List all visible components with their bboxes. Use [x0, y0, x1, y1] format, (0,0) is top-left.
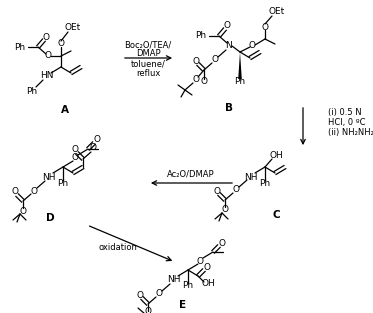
Text: O: O: [44, 52, 51, 60]
Text: O: O: [222, 206, 229, 214]
Text: NH: NH: [244, 172, 258, 182]
Text: Ph: Ph: [182, 281, 194, 290]
Text: HCl, 0 ºC: HCl, 0 ºC: [328, 117, 366, 126]
Text: O: O: [223, 22, 231, 30]
Text: O: O: [144, 307, 151, 313]
Text: O: O: [72, 146, 78, 155]
Text: O: O: [90, 143, 97, 152]
Text: Ph: Ph: [235, 78, 245, 86]
Text: NH: NH: [42, 172, 56, 182]
Text: O: O: [219, 239, 226, 248]
Text: Ph: Ph: [15, 43, 26, 52]
Text: oxidation: oxidation: [98, 244, 137, 253]
Text: O: O: [94, 136, 100, 145]
Text: Ph: Ph: [57, 178, 69, 187]
Text: O: O: [248, 40, 256, 49]
Text: O: O: [43, 33, 50, 42]
Text: O: O: [57, 39, 65, 49]
Text: Ph: Ph: [260, 178, 270, 187]
Text: O: O: [31, 187, 38, 196]
Polygon shape: [238, 52, 242, 79]
Text: O: O: [232, 186, 239, 194]
Text: O: O: [19, 207, 26, 215]
Text: Ph: Ph: [195, 32, 207, 40]
Text: N: N: [226, 42, 232, 50]
Text: Ac₂O/DMAP: Ac₂O/DMAP: [167, 170, 215, 178]
Text: HN: HN: [40, 71, 54, 80]
Text: A: A: [61, 105, 69, 115]
Text: (ii) NH₂NH₂: (ii) NH₂NH₂: [328, 129, 373, 137]
Text: OH: OH: [201, 280, 215, 289]
Text: O: O: [204, 263, 210, 271]
Text: O: O: [261, 23, 269, 32]
Text: Boc₂O/TEA/: Boc₂O/TEA/: [124, 40, 172, 49]
Text: O: O: [213, 187, 220, 196]
Text: Ph: Ph: [26, 86, 38, 95]
Text: D: D: [46, 213, 54, 223]
Text: O: O: [201, 78, 207, 86]
Text: O: O: [137, 290, 144, 300]
Text: OEt: OEt: [65, 23, 81, 33]
Text: O: O: [211, 55, 219, 64]
Text: OEt: OEt: [269, 8, 285, 17]
Text: O: O: [72, 153, 78, 162]
Text: C: C: [272, 210, 280, 220]
Text: O: O: [197, 256, 204, 265]
Text: reflux: reflux: [136, 69, 160, 78]
Text: (i) 0.5 N: (i) 0.5 N: [328, 107, 362, 116]
Text: O: O: [12, 187, 19, 197]
Text: O: O: [192, 57, 200, 65]
Text: E: E: [179, 300, 186, 310]
Text: NH: NH: [167, 275, 181, 285]
Text: B: B: [225, 103, 233, 113]
Text: OH: OH: [269, 151, 283, 160]
Text: DMAP: DMAP: [136, 49, 160, 59]
Text: O: O: [156, 290, 163, 299]
Text: toluene/: toluene/: [131, 59, 166, 69]
Text: O: O: [192, 75, 200, 85]
